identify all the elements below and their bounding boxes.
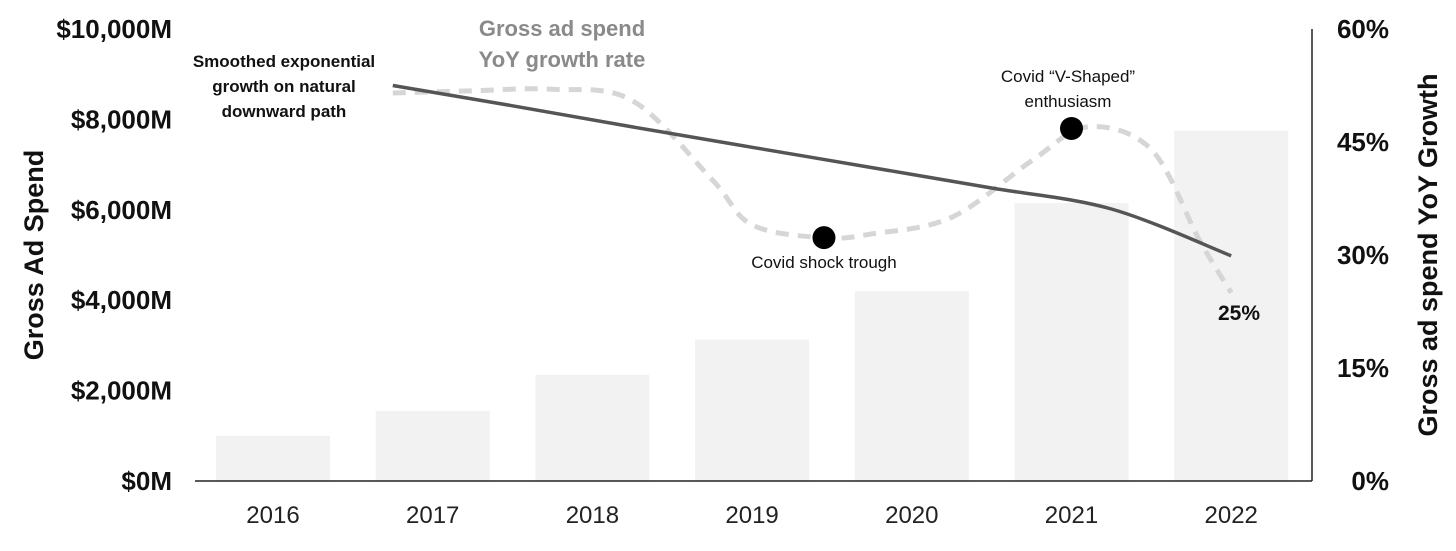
right-y-tick-label: 60% [1337, 14, 1389, 44]
x-tick-label-2016: 2016 [246, 502, 299, 529]
left-y-tick-label: $8,000M [71, 104, 172, 134]
x-tick-label-2018: 2018 [566, 502, 619, 529]
right-y-axis-title: Gross ad spend YoY Growth [1413, 73, 1443, 436]
bar-2019 [695, 339, 810, 481]
x-tick-label-2017: 2017 [406, 502, 459, 529]
bar-2021 [1014, 203, 1129, 481]
bar-2017 [375, 410, 490, 481]
annotation-covid-v-shaped-line: enthusiasm [1025, 92, 1112, 111]
annotation-covid-v-shaped-line: Covid “V-Shaped” [1001, 67, 1136, 86]
right-y-tick-label: 45% [1337, 127, 1389, 157]
bar-2020 [854, 291, 969, 481]
x-tick-label-2021: 2021 [1045, 502, 1098, 529]
left-y-tick-label: $2,000M [71, 376, 172, 406]
x-tick-label-2019: 2019 [725, 502, 778, 529]
bars-group [216, 130, 1289, 481]
annotation-smoothed-growth-line: growth on natural [212, 77, 356, 96]
left-y-tick-label: $4,000M [71, 285, 172, 315]
growth-rate-series-label: Gross ad spend [479, 16, 645, 41]
right-y-tick-label: 0% [1351, 466, 1389, 496]
growth-end-value-label: 25% [1218, 302, 1260, 325]
bar-2016 [216, 435, 330, 481]
x-tick-label-2020: 2020 [885, 502, 938, 529]
left-y-tick-label: $0M [121, 466, 172, 496]
covid-v-shaped-dot [1060, 116, 1083, 140]
growth-rate-dashed-line [392, 86, 1234, 294]
bar-2022 [1174, 130, 1289, 481]
left-y-tick-label: $6,000M [71, 195, 172, 225]
annotation-smoothed-growth-line: Smoothed exponential [193, 52, 375, 71]
annotation-covid-shock-trough: Covid shock trough [751, 253, 897, 272]
left-y-tick-label: $10,000M [56, 14, 172, 44]
right-y-tick-label: 30% [1337, 240, 1389, 270]
annotation-smoothed-growth-line: downward path [222, 102, 347, 121]
right-y-tick-label: 15% [1337, 353, 1389, 383]
labels-group: Smoothed exponential growth on natural dow… [193, 16, 1260, 325]
growth-rate-series-label: YoY growth rate [479, 47, 646, 72]
lines-group [392, 83, 1234, 294]
bar-2018 [535, 374, 650, 481]
trend-solid-line [392, 83, 1232, 258]
left-y-axis-title: Gross Ad Spend [19, 150, 49, 361]
covid-trough-dot [812, 226, 836, 250]
x-tick-label-2022: 2022 [1205, 502, 1258, 529]
axes-group: 2016 2017 2018 2019 2020 2021 2022 $0M $2,000M $4… [19, 14, 1443, 529]
